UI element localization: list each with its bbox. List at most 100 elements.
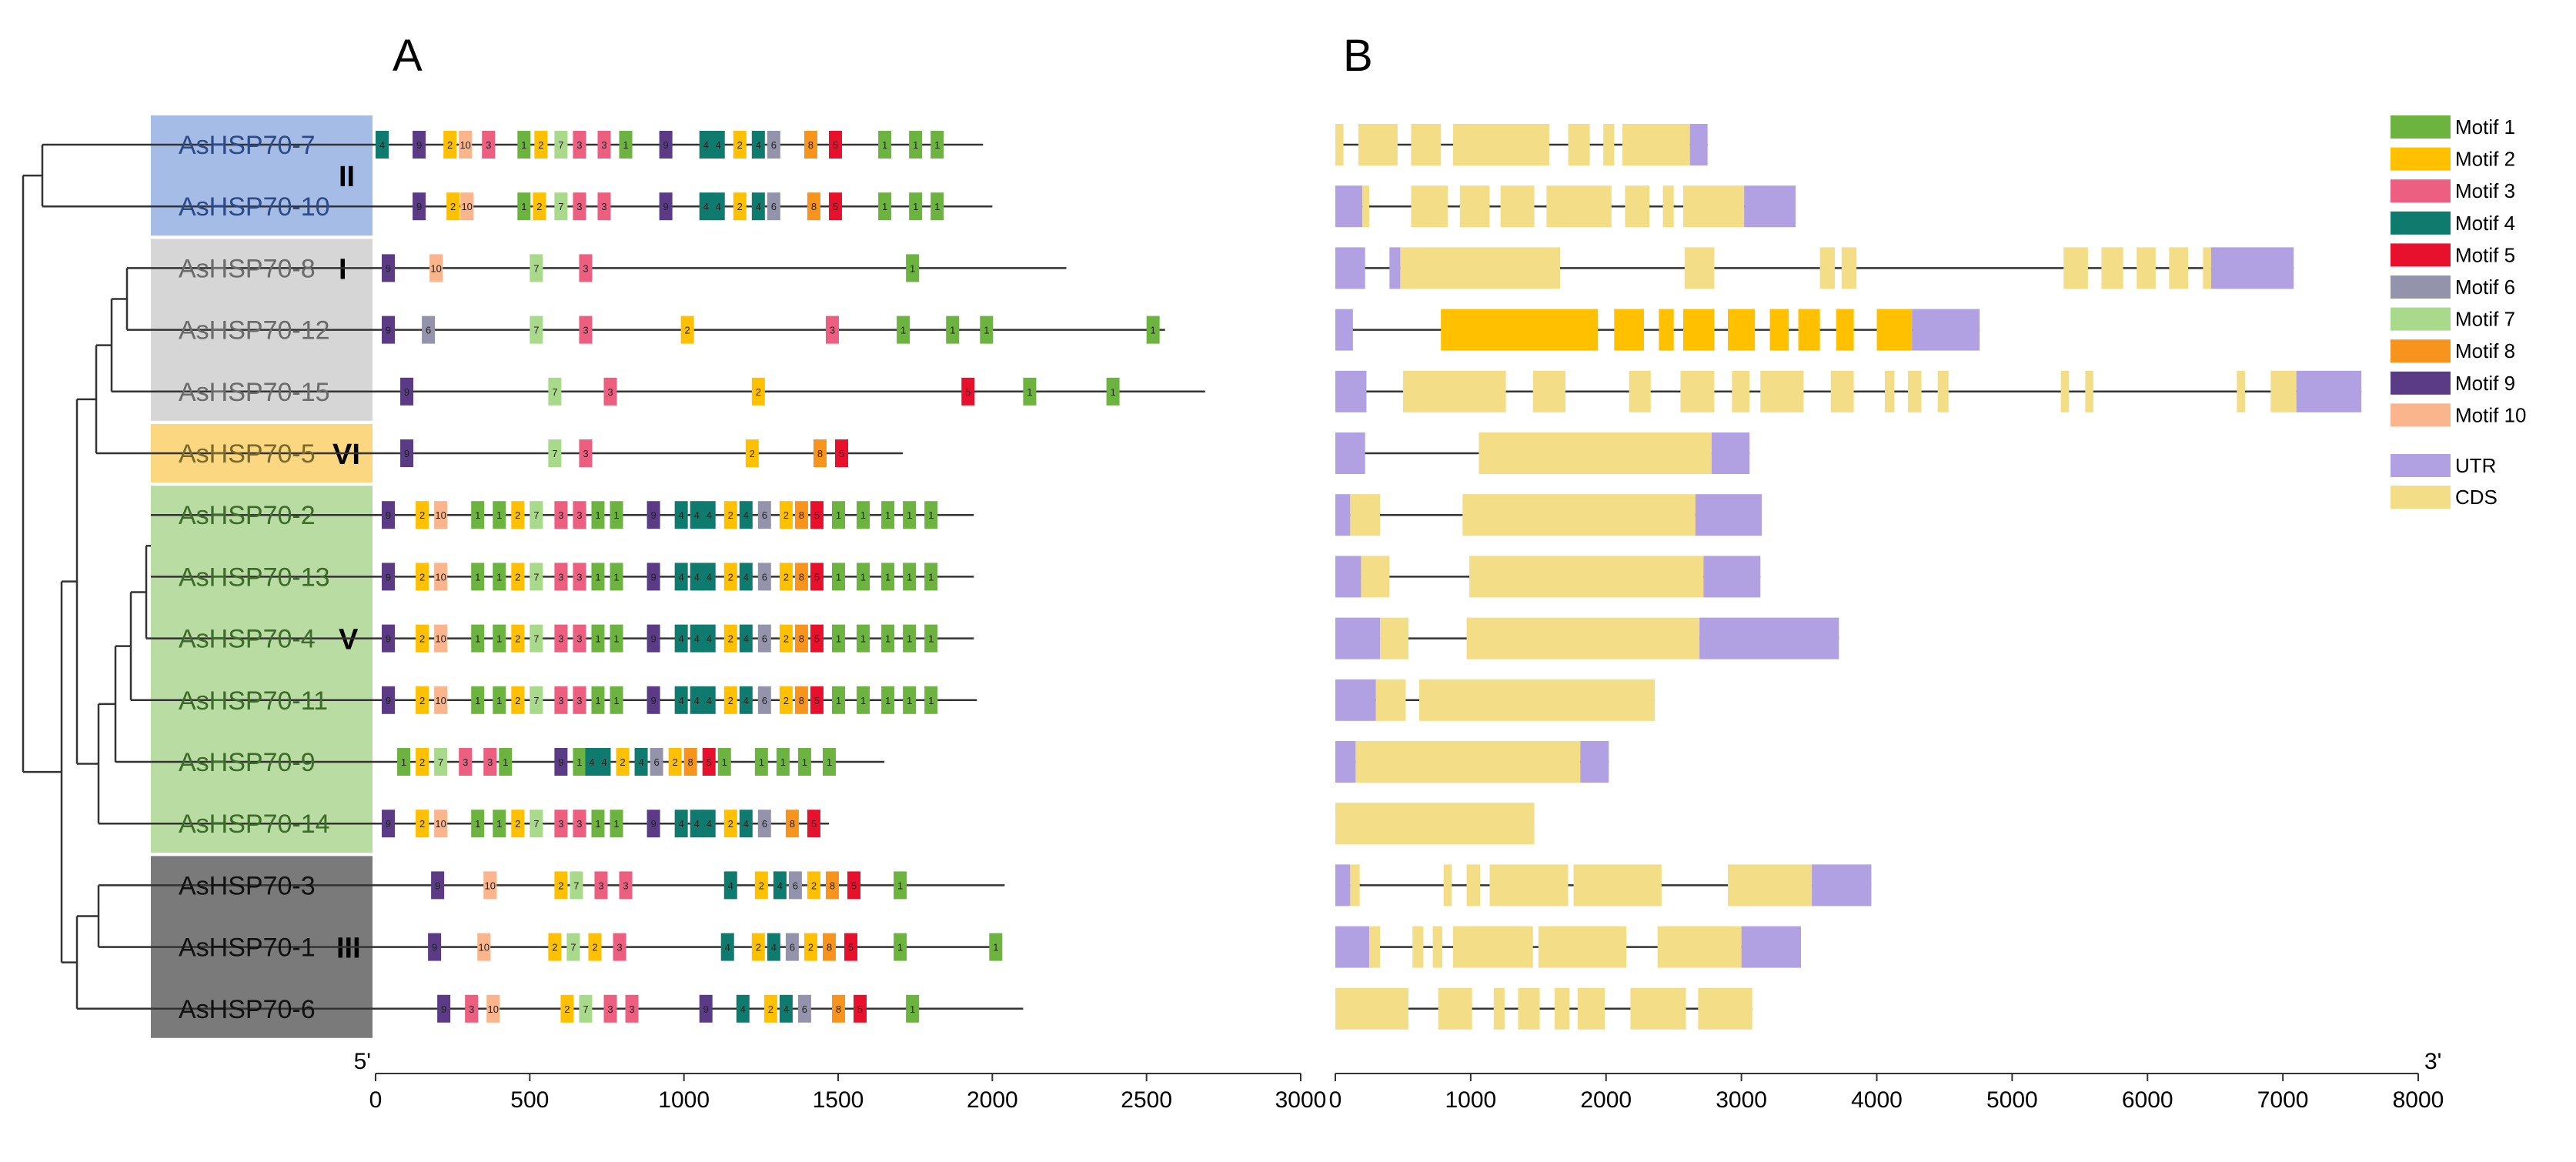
motif-2-box: [416, 810, 429, 838]
motif-number: 4: [679, 695, 684, 706]
motif-2-box: [511, 563, 525, 591]
motif-2-box: [560, 994, 574, 1023]
motif-number: 4: [707, 695, 712, 706]
motif-9-box: [382, 254, 396, 282]
motif-number: 2: [536, 201, 542, 212]
motif-number: 1: [860, 571, 866, 583]
motif-number: 1: [913, 139, 918, 151]
cds-segment: [1358, 124, 1398, 165]
motif-3-box: [465, 994, 479, 1023]
motif-4-box: [767, 933, 780, 961]
cds-segment: [1760, 370, 1804, 412]
motif-number: 1: [913, 201, 918, 212]
cds-segment: [2060, 370, 2070, 412]
motif-number: 1: [613, 818, 619, 830]
motif-number: 10: [461, 201, 472, 212]
motif-1-box: [881, 624, 895, 653]
utr-segment: [1335, 617, 1381, 659]
motif-1-box: [610, 624, 623, 653]
motif-number: 1: [907, 633, 912, 645]
motif-4-box: [690, 624, 703, 653]
motif-1-box: [493, 810, 506, 838]
motif-9-box: [382, 563, 396, 591]
motif-10-box: [486, 994, 500, 1023]
motif-6-box: [757, 810, 771, 838]
cds-segment: [1412, 926, 1424, 968]
motif-number: 1: [897, 942, 903, 953]
motif-4-box: [720, 933, 734, 961]
motif-9-box: [647, 501, 660, 529]
motif-3-box: [603, 377, 617, 406]
gene-label: AsHSP70-12: [179, 316, 330, 346]
motif-number: 10: [435, 818, 446, 830]
motif-number: 1: [623, 139, 628, 151]
cds-segment: [1680, 370, 1715, 412]
motif-1-box: [822, 748, 836, 776]
motif-number: 5: [839, 448, 844, 459]
motif-number: 7: [570, 942, 576, 953]
motif-10-box: [477, 933, 491, 961]
motif-9-box: [431, 871, 445, 900]
cds-segment: [1350, 864, 1360, 907]
motif-4-box: [739, 501, 753, 529]
motif-number: 2: [419, 756, 425, 768]
motif-1-box: [881, 501, 895, 529]
motif-number: 9: [404, 386, 409, 398]
motif-number: 3: [558, 818, 563, 830]
motif-number: 6: [771, 139, 777, 151]
motif-number: 6: [802, 1003, 807, 1015]
motif-number: 7: [533, 818, 539, 830]
motif-1-box: [1106, 377, 1120, 406]
motif-5-box: [854, 994, 867, 1023]
motif-1-box: [924, 563, 938, 591]
motif-3-box: [554, 563, 568, 591]
motif-number: 6: [762, 509, 767, 521]
motif-number: 1: [613, 571, 619, 583]
cds-segment: [1662, 185, 1674, 228]
motif-5-box: [810, 501, 824, 529]
motif-number: 3: [583, 262, 588, 274]
motif-number: 1: [928, 571, 934, 583]
gene-label: AsHSP70-4: [179, 625, 316, 654]
motif-number: 2: [538, 139, 543, 151]
motif-number: 4: [743, 571, 749, 583]
axis-a-tick-label: 500: [510, 1087, 549, 1113]
motif-number: 2: [808, 942, 814, 953]
motif-number: 2: [728, 509, 733, 521]
motif-2-box: [511, 624, 525, 653]
motif-5-box: [828, 192, 842, 221]
motif-1-box: [591, 501, 605, 529]
motif-number: 2: [515, 818, 520, 830]
motif-number: 7: [558, 139, 563, 151]
axis-b-tick-label: 7000: [2257, 1087, 2309, 1113]
cds-segment: [1546, 185, 1612, 228]
legend-label-motif-1: Motif 1: [2455, 115, 2515, 139]
motif-number: 3: [576, 139, 582, 151]
motif-number: 10: [430, 262, 441, 274]
motif-4-box: [702, 810, 716, 838]
motif-10-box: [459, 131, 473, 159]
motif-number: 5: [707, 756, 712, 768]
motif-1-box: [493, 563, 506, 591]
motif-8-box: [794, 624, 808, 653]
motif-number: 7: [583, 1003, 588, 1015]
motif-1-box: [857, 501, 870, 529]
motif-number: 1: [475, 633, 480, 645]
motif-number: 9: [650, 633, 656, 645]
motif-5-box: [847, 871, 861, 900]
motif-number: 4: [379, 139, 385, 151]
panel-letter-a: A: [393, 31, 423, 81]
motif-2-box: [446, 192, 460, 221]
motif-2-box: [416, 563, 429, 591]
motif-number: 1: [836, 571, 841, 583]
motif-number: 3: [576, 818, 582, 830]
motif-number: 4: [679, 571, 684, 583]
motif-number: 4: [783, 1003, 789, 1015]
motif-number: 7: [533, 325, 539, 336]
cds-segment: [1375, 679, 1406, 721]
motif-1-box: [797, 748, 811, 776]
motif-number: 4: [707, 633, 712, 645]
motif-number: 4: [638, 756, 643, 768]
utr-segment: [1335, 864, 1351, 907]
